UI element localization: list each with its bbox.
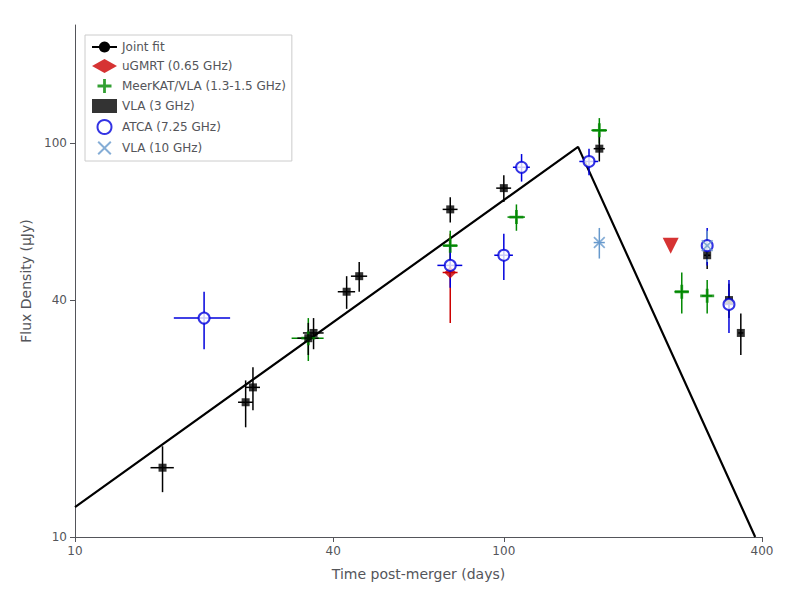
svg-text:VLA (3 GHz): VLA (3 GHz) <box>122 99 195 113</box>
svg-text:Flux Density (μJy): Flux Density (μJy) <box>18 219 34 342</box>
svg-text:400: 400 <box>751 544 774 558</box>
svg-text:MeerKAT/VLA (1.3-1.5 GHz): MeerKAT/VLA (1.3-1.5 GHz) <box>122 79 286 93</box>
svg-text:100: 100 <box>492 544 515 558</box>
svg-text:Time post-merger (days): Time post-merger (days) <box>331 566 505 582</box>
svg-text:10: 10 <box>52 530 67 544</box>
svg-text:40: 40 <box>52 293 67 307</box>
svg-text:VLA (10 GHz): VLA (10 GHz) <box>122 141 202 155</box>
svg-text:100: 100 <box>44 136 67 150</box>
svg-text:ATCA (7.25 GHz): ATCA (7.25 GHz) <box>122 120 221 134</box>
svg-text:uGMRT (0.65 GHz): uGMRT (0.65 GHz) <box>122 59 232 73</box>
svg-text:40: 40 <box>326 544 341 558</box>
svg-text:10: 10 <box>67 544 82 558</box>
svg-text:Joint fit: Joint fit <box>121 40 165 54</box>
